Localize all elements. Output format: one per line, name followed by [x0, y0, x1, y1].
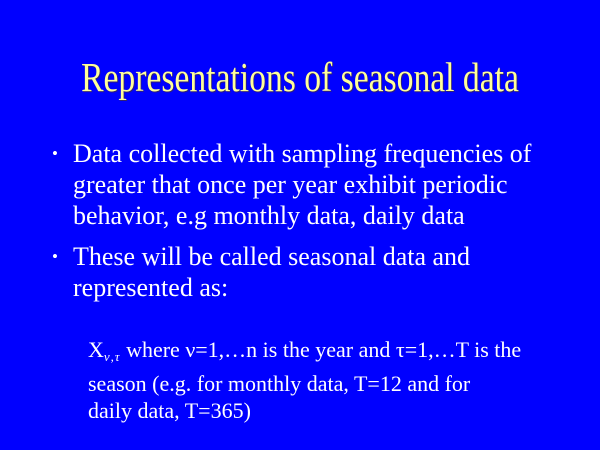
formula-subscript: ν,τ — [103, 349, 121, 364]
bullet-dot-icon: • — [52, 144, 58, 163]
formula-rest: where ν=1,…n is the year and τ=1,…T is t… — [88, 337, 522, 423]
formula-paragraph: Xν,τ where ν=1,…n is the year and τ=1,…T… — [71, 309, 580, 424]
bullet-item-2: • These will be called seasonal data and… — [46, 241, 580, 303]
slide-body: • Data collected with sampling frequenci… — [46, 138, 580, 424]
formula-base: X — [88, 337, 104, 362]
slide-title: Representations of seasonal data — [81, 54, 519, 100]
bullet-dot-icon: • — [52, 247, 58, 266]
bullet-text-1: Data collected with sampling frequencies… — [73, 139, 532, 230]
bullet-item-1: • Data collected with sampling frequenci… — [46, 138, 580, 231]
bullet-text-2: These will be called seasonal data and r… — [73, 242, 471, 302]
